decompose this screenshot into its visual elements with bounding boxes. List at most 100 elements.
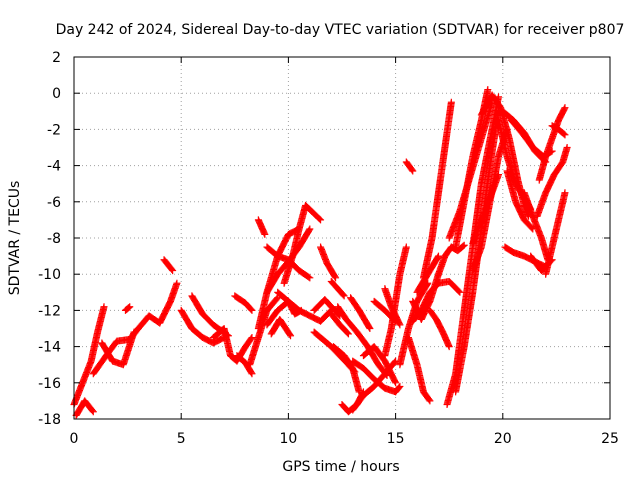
- series-w: [317, 243, 340, 282]
- data-point: [396, 382, 404, 390]
- data-point: [287, 332, 295, 340]
- data-point: [563, 144, 571, 151]
- series-bk: [527, 252, 556, 275]
- data-point: [248, 334, 256, 342]
- data-point: [247, 369, 255, 377]
- series-bh: [535, 104, 569, 184]
- data-point: [306, 274, 314, 282]
- data-point: [89, 408, 97, 416]
- data-point: [344, 330, 352, 338]
- data-point: [395, 384, 403, 392]
- data-point: [173, 279, 181, 287]
- y-tick-label: -12: [38, 303, 61, 319]
- series-bg: [533, 144, 571, 220]
- data-point: [261, 230, 269, 238]
- data-point: [305, 273, 313, 281]
- data-point: [332, 274, 340, 282]
- series-b: [72, 397, 97, 419]
- series-a: [70, 303, 108, 409]
- series-l: [231, 292, 256, 314]
- y-axis-label: SDTVAR / TECUs: [7, 181, 23, 296]
- series-e: [121, 303, 134, 314]
- data-point: [124, 304, 132, 312]
- y-tick-label: -18: [38, 412, 61, 428]
- series-bf: [520, 189, 552, 264]
- data-point: [350, 367, 358, 375]
- y-tick-label: -16: [38, 376, 61, 392]
- series-q: [254, 216, 269, 238]
- data-point: [169, 267, 177, 275]
- data-point: [365, 323, 373, 331]
- series-ay: [469, 125, 511, 275]
- x-axis-label: GPS time / hours: [282, 459, 399, 475]
- data-point: [351, 368, 359, 376]
- data-point: [316, 215, 324, 223]
- data-point: [247, 305, 255, 313]
- series-y: [327, 310, 352, 338]
- series-k: [233, 352, 256, 378]
- x-tick-label: 0: [70, 431, 79, 447]
- series-g: [160, 256, 177, 275]
- data-point: [305, 226, 313, 234]
- data-point: [88, 407, 96, 415]
- data-point: [460, 241, 468, 249]
- series-al: [402, 158, 417, 175]
- y-tick-label: 0: [52, 86, 61, 102]
- series-z: [334, 303, 391, 380]
- data-point: [447, 98, 455, 106]
- data-point: [100, 303, 108, 311]
- data-series: [70, 86, 571, 419]
- data-point: [286, 331, 294, 339]
- data-point: [409, 167, 417, 175]
- data-point: [561, 189, 569, 197]
- x-tick-label: 20: [494, 431, 512, 447]
- series-v: [310, 296, 344, 320]
- data-point: [484, 86, 492, 94]
- data-point: [547, 257, 555, 265]
- series-s: [267, 315, 295, 340]
- data-point: [459, 242, 467, 250]
- y-tick-label: -14: [38, 340, 61, 356]
- series-bi: [542, 189, 569, 278]
- series-ab: [310, 328, 359, 376]
- series-d: [98, 328, 138, 369]
- data-point: [396, 321, 404, 329]
- data-point: [339, 291, 347, 299]
- data-point: [561, 131, 569, 139]
- series-az: [477, 91, 533, 220]
- data-point: [317, 216, 325, 224]
- x-tick-label: 15: [387, 431, 405, 447]
- series-t: [263, 243, 314, 282]
- data-point: [340, 292, 348, 300]
- series-ap: [413, 252, 442, 296]
- series-x: [327, 277, 348, 300]
- chart-title: Day 242 of 2024, Sidereal Day-to-day VTE…: [56, 22, 625, 38]
- data-point: [402, 243, 410, 251]
- series-au: [443, 93, 503, 409]
- series-bj: [548, 122, 569, 139]
- grid: [74, 57, 610, 419]
- series-am: [404, 334, 434, 405]
- data-point: [445, 343, 453, 351]
- y-tick-label: 2: [52, 50, 61, 66]
- data-point: [126, 303, 134, 311]
- y-tick-label: -6: [47, 195, 61, 211]
- data-point: [331, 273, 339, 281]
- y-tick-label: -2: [47, 122, 61, 138]
- data-point: [273, 295, 281, 303]
- data-point: [247, 335, 255, 343]
- series-ag: [349, 357, 404, 396]
- data-point: [343, 329, 351, 337]
- data-point: [434, 253, 442, 261]
- x-tick-label: 25: [601, 431, 619, 447]
- series-ao: [409, 277, 464, 325]
- y-tick-label: -10: [38, 267, 61, 283]
- data-point: [366, 325, 374, 332]
- x-tick-label: 5: [177, 431, 186, 447]
- data-point: [455, 287, 463, 295]
- data-point: [560, 130, 568, 138]
- y-tick-label: -8: [47, 231, 61, 247]
- data-point: [434, 252, 442, 260]
